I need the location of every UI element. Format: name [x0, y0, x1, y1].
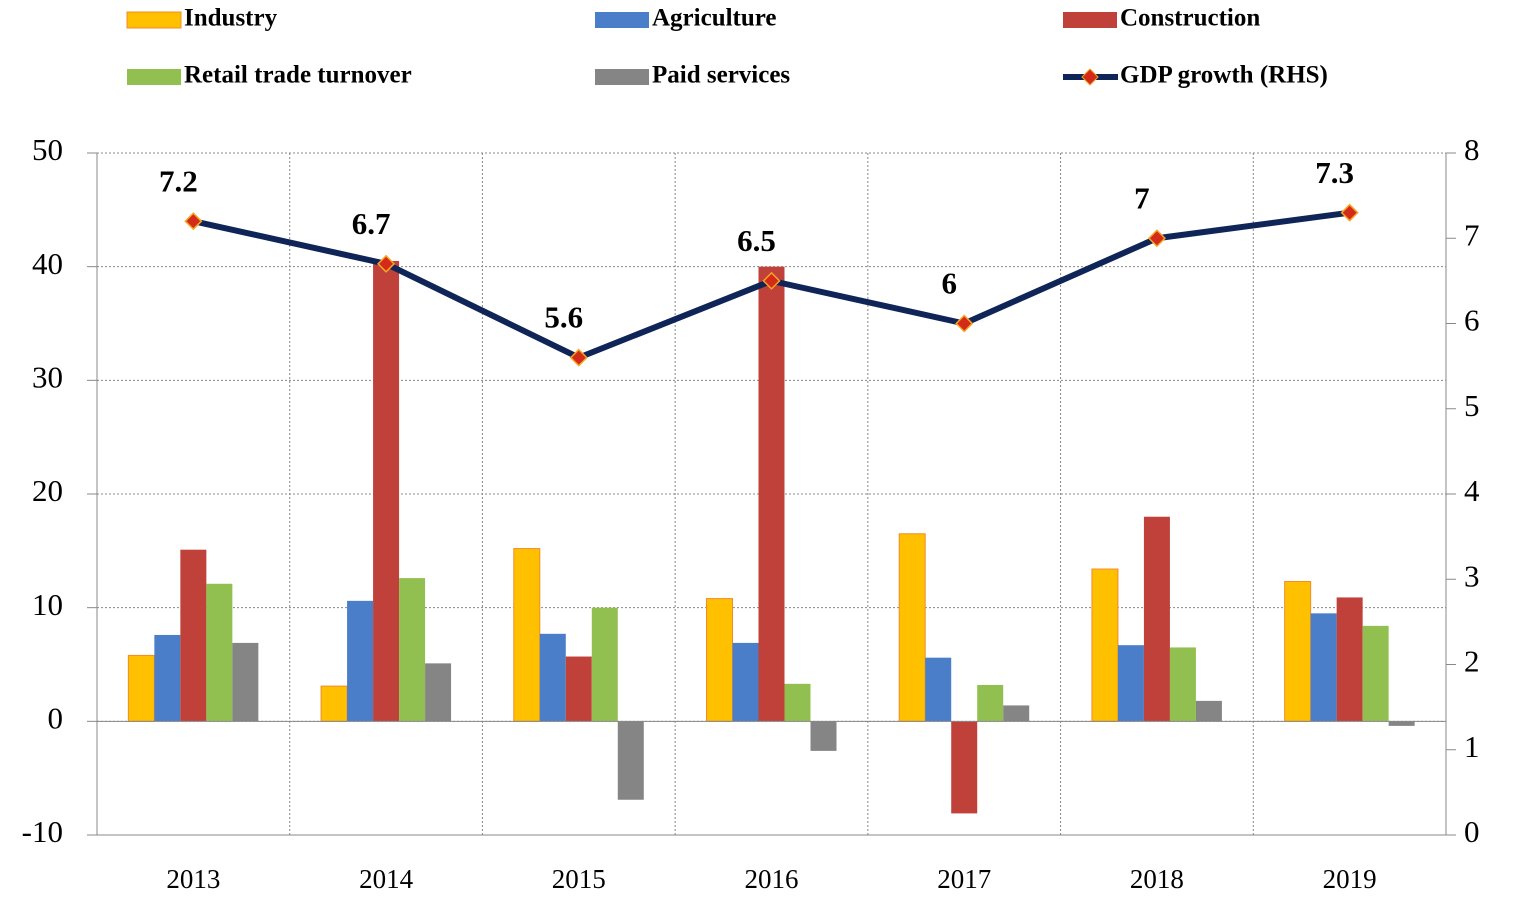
marker: [1340, 203, 1359, 222]
legend-label: Paid services: [652, 62, 790, 89]
x-tick-label: 2017: [937, 864, 991, 894]
bar: [810, 721, 837, 751]
y-tick-label: 30: [32, 359, 63, 394]
legend-swatch: [595, 69, 649, 85]
bar: [1195, 700, 1222, 722]
bar: [1388, 721, 1415, 726]
bar: [758, 266, 785, 722]
x-tick-label: 2018: [1130, 864, 1184, 894]
bar: [706, 598, 733, 722]
y-tick-label: 50: [32, 132, 63, 167]
y2-tick-label: 6: [1464, 303, 1480, 338]
bar: [539, 633, 566, 722]
bar: [951, 721, 978, 814]
x-tick-label: 2016: [745, 864, 799, 894]
y2-tick-label: 0: [1464, 814, 1480, 849]
bar: [977, 684, 1004, 722]
marker: [955, 314, 974, 333]
y2-tick-label: 8: [1464, 132, 1480, 167]
bar: [180, 549, 207, 722]
legend-label: Construction: [1120, 5, 1260, 32]
y2-tick-label: 7: [1464, 217, 1480, 252]
data-label: 7: [1134, 180, 1150, 215]
y2-tick-label: 1: [1464, 729, 1480, 764]
bar: [1117, 645, 1144, 722]
marker: [569, 348, 588, 367]
bar: [1169, 647, 1196, 722]
y2-tick-label: 3: [1464, 558, 1480, 593]
bar: [1091, 568, 1119, 722]
data-label: 7.3: [1315, 155, 1354, 190]
x-tick-label: 2014: [359, 864, 414, 894]
marker: [377, 254, 396, 273]
marker: [184, 212, 203, 231]
data-label: 5.6: [544, 300, 583, 335]
bar: [347, 600, 374, 722]
bar: [373, 260, 400, 722]
y-tick-label: -10: [22, 814, 63, 849]
marker: [1147, 229, 1166, 248]
y-tick-label: 40: [32, 246, 63, 281]
y2-tick-label: 4: [1464, 473, 1480, 508]
y-tick-label: 10: [32, 587, 63, 622]
bar: [1143, 516, 1170, 722]
bar: [513, 548, 541, 722]
marker: [762, 271, 781, 290]
bar: [425, 663, 452, 722]
legend-label: GDP growth (RHS): [1120, 62, 1328, 89]
bar: [925, 657, 952, 722]
x-tick-label: 2015: [552, 864, 606, 894]
bar: [127, 654, 155, 722]
y-tick-label: 20: [32, 473, 63, 508]
y2-tick-label: 5: [1464, 388, 1480, 423]
bar: [232, 642, 259, 722]
bar: [206, 583, 233, 722]
legend-label: Industry: [184, 5, 278, 32]
legend-marker: [1081, 68, 1099, 86]
bar: [732, 642, 759, 722]
data-label: 7.2: [159, 163, 198, 198]
bar: [784, 683, 811, 722]
data-label: 6.5: [737, 223, 776, 258]
bar: [1284, 581, 1312, 722]
bar: [898, 533, 926, 722]
legend-label: Agriculture: [652, 5, 777, 32]
bar: [1362, 625, 1389, 722]
bar: [565, 656, 592, 722]
bar: [617, 721, 644, 800]
bar: [320, 685, 348, 722]
bar: [154, 634, 181, 722]
bar: [1310, 613, 1337, 722]
x-tick-label: 2019: [1323, 864, 1377, 894]
y-tick-label: 0: [48, 700, 64, 735]
bar: [1003, 705, 1030, 722]
x-tick-label: 2013: [166, 864, 220, 894]
legend-swatch: [1063, 12, 1117, 28]
data-label: 6.7: [352, 206, 391, 241]
bar: [591, 607, 618, 722]
legend-swatch: [127, 69, 181, 85]
bar: [1336, 597, 1363, 722]
y2-tick-label: 2: [1464, 644, 1480, 679]
legend-label: Retail trade turnover: [184, 62, 412, 89]
bar: [399, 578, 426, 722]
data-label: 6: [941, 266, 957, 301]
legend-swatch: [595, 12, 649, 28]
legend-swatch: [126, 11, 182, 29]
